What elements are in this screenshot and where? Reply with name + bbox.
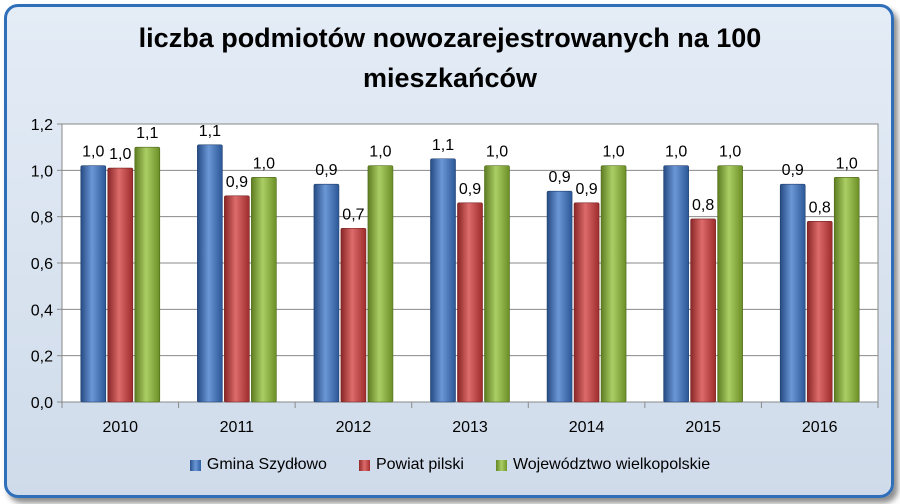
data-labels: 1,0 1,0 1,1 1,1 0,9 1,0 0,9 0,7 1,0 1,1 0,9 1,0 0,9 0… (82, 123, 858, 223)
x-tick-label: 2010 (102, 419, 138, 436)
bar (313, 183, 340, 403)
data-label: 0,9 (315, 162, 337, 179)
bar (717, 165, 743, 403)
data-label: 1,0 (253, 155, 275, 172)
bar (224, 195, 250, 403)
bar (600, 165, 627, 403)
legend-item: Gmina Szydłowo (189, 456, 327, 474)
data-label: 0,9 (548, 169, 570, 186)
x-tick-label: 2016 (802, 419, 838, 436)
data-label: 0,8 (692, 197, 714, 214)
legend-swatch (495, 459, 507, 471)
data-label: 0,8 (809, 199, 831, 216)
data-label: 0,9 (459, 181, 481, 198)
bar (457, 202, 483, 403)
bar (806, 221, 833, 403)
data-label: 1,0 (82, 144, 104, 161)
bar (134, 146, 161, 403)
x-tick-label: 2015 (685, 419, 721, 436)
x-tick-label: 2011 (220, 419, 255, 436)
bar (367, 165, 394, 403)
y-tick-label: 0,6 (31, 256, 53, 273)
y-tick-label: 0,2 (31, 349, 53, 366)
bar (779, 183, 806, 403)
bar (546, 190, 573, 403)
bar (107, 167, 134, 403)
bar (573, 202, 600, 403)
data-label: 1,0 (369, 144, 391, 161)
legend-item: Powiat pilski (358, 456, 464, 474)
data-label: 1,1 (199, 123, 221, 140)
y-tick-label: 0,4 (31, 302, 53, 319)
legend-item: Województwo wielkopolskie (495, 456, 711, 474)
data-label: 1,1 (432, 137, 454, 154)
legend-label: Gmina Szydłowo (206, 456, 327, 473)
bar (340, 227, 367, 403)
data-label: 1,1 (136, 125, 158, 142)
data-label: 1,0 (602, 144, 624, 161)
bar (663, 165, 689, 403)
data-label: 1,0 (836, 155, 858, 172)
legend-swatch (358, 459, 370, 471)
bar (833, 176, 860, 403)
data-label: 1,0 (486, 144, 508, 161)
x-tick-label: 2012 (336, 419, 372, 436)
chart-title-line: mieszkańców (362, 63, 538, 93)
bars (80, 144, 860, 403)
y-tick-label: 0,0 (31, 395, 53, 412)
y-axis: 0,0 0,2 0,4 0,6 0,8 1,0 1,2 (31, 117, 62, 412)
data-label: 0,9 (226, 174, 248, 191)
legend: Gmina Szydłowo Powiat pilski Województwo w… (0, 456, 900, 476)
chart-title: liczba podmiotów nowozarejestrowanych na… (0, 18, 900, 98)
y-tick-label: 1,2 (31, 117, 53, 134)
bar (690, 218, 716, 403)
y-tick-label: 1,0 (31, 163, 53, 180)
data-label: 1,0 (109, 146, 131, 163)
x-axis: 2010 2011 2012 2013 2014 2015 2016 (61, 402, 879, 436)
bar (484, 165, 510, 403)
data-label: 1,0 (719, 144, 741, 161)
chart-title-line: liczba podmiotów nowozarejestrowanych na… (138, 23, 762, 53)
data-label: 0,9 (575, 181, 597, 198)
bar (430, 158, 456, 403)
bar (197, 144, 223, 403)
data-label: 0,9 (782, 162, 804, 179)
x-tick-label: 2013 (452, 419, 488, 436)
legend-label: Województwo wielkopolskie (512, 456, 711, 473)
data-label: 0,7 (342, 206, 364, 223)
legend-label: Powiat pilski (375, 456, 464, 473)
data-label: 1,0 (665, 144, 687, 161)
bar (80, 165, 107, 403)
bar (251, 176, 277, 403)
legend-swatch (189, 459, 201, 471)
y-tick-label: 0,8 (31, 210, 53, 227)
x-tick-label: 2014 (569, 419, 605, 436)
